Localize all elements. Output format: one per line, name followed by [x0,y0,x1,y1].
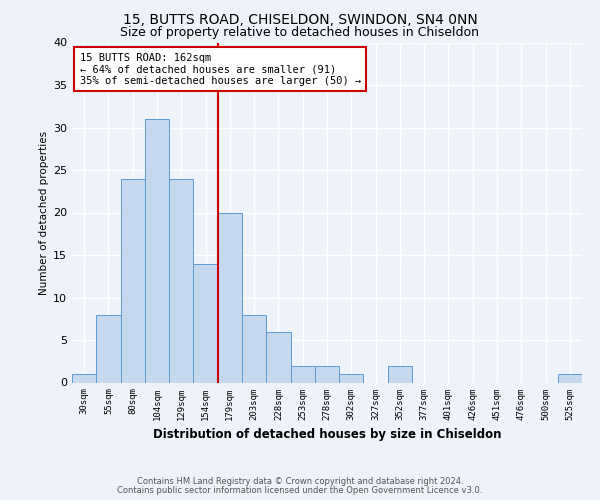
Bar [72,374,96,382]
Bar [339,374,364,382]
Y-axis label: Number of detached properties: Number of detached properties [39,130,49,294]
Bar [266,332,290,382]
Text: 15, BUTTS ROAD, CHISELDON, SWINDON, SN4 0NN: 15, BUTTS ROAD, CHISELDON, SWINDON, SN4 … [122,12,478,26]
Bar [315,366,339,382]
Bar [96,314,121,382]
Bar [218,212,242,382]
Bar [145,119,169,382]
Bar [290,366,315,382]
Bar [242,314,266,382]
Text: Size of property relative to detached houses in Chiseldon: Size of property relative to detached ho… [121,26,479,39]
Bar [558,374,582,382]
Bar [388,366,412,382]
Text: Contains HM Land Registry data © Crown copyright and database right 2024.: Contains HM Land Registry data © Crown c… [137,477,463,486]
Bar [193,264,218,382]
Bar [169,178,193,382]
Bar [121,178,145,382]
X-axis label: Distribution of detached houses by size in Chiseldon: Distribution of detached houses by size … [153,428,501,441]
Text: 15 BUTTS ROAD: 162sqm
← 64% of detached houses are smaller (91)
35% of semi-deta: 15 BUTTS ROAD: 162sqm ← 64% of detached … [80,52,361,86]
Text: Contains public sector information licensed under the Open Government Licence v3: Contains public sector information licen… [118,486,482,495]
